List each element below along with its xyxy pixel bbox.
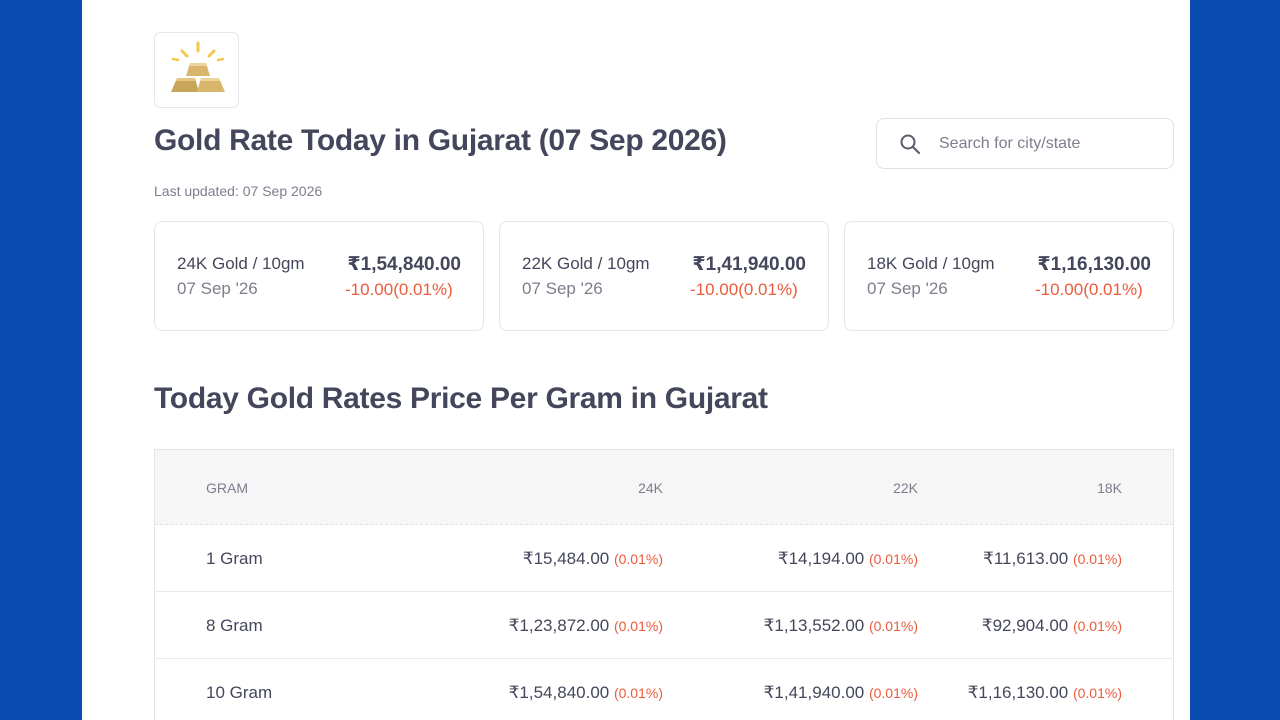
rate-22k-cell: ₹1,13,552.00 (0.01%) xyxy=(764,616,918,636)
rate-value: ₹1,13,552.00 xyxy=(763,616,865,635)
card-change: -10.00(0.01%) xyxy=(1035,280,1143,299)
search-icon xyxy=(900,134,921,154)
rate-value: ₹15,484.00 xyxy=(522,549,610,568)
table-row: 10 Gram ₹1,54,840.00 (0.01%) ₹1,41,940.0… xyxy=(155,659,1173,720)
rate-value: ₹14,194.00 xyxy=(777,549,865,568)
rate-card-22k[interactable]: 22K Gold / 10gm 07 Sep '26 ₹1,41,940.00 … xyxy=(499,221,829,331)
table-row: 8 Gram ₹1,23,872.00 (0.01%) ₹1,13,552.00… xyxy=(155,592,1173,659)
rate-value: ₹1,41,940.00 xyxy=(763,683,865,702)
table-header: GRAM 24K 22K 18K xyxy=(155,450,1173,525)
rate-card-18k[interactable]: 18K Gold / 10gm 07 Sep '26 ₹1,16,130.00 … xyxy=(844,221,1174,331)
rate-24k-cell: ₹1,54,840.00 (0.01%) xyxy=(509,683,663,703)
search-input[interactable] xyxy=(939,134,1159,153)
rate-change: (0.01%) xyxy=(1072,618,1122,634)
card-change: -10.00(0.01%) xyxy=(690,280,798,299)
rate-card-24k[interactable]: 24K Gold / 10gm 07 Sep '26 ₹1,54,840.00 … xyxy=(154,221,484,331)
rate-change: (0.01%) xyxy=(1072,685,1122,701)
card-name: 24K Gold / 10gm xyxy=(177,254,305,273)
header-18k: 18K xyxy=(1097,480,1122,496)
rate-22k-cell: ₹14,194.00 (0.01%) xyxy=(778,549,918,569)
rate-change: (0.01%) xyxy=(613,618,663,634)
card-date: 07 Sep '26 xyxy=(177,279,258,298)
rate-18k-cell: ₹1,16,130.00 (0.01%) xyxy=(968,683,1122,703)
rate-value: ₹1,54,840.00 xyxy=(508,683,610,702)
rate-18k-cell: ₹92,904.00 (0.01%) xyxy=(982,616,1122,636)
card-date: 07 Sep '26 xyxy=(522,279,603,298)
rate-value: ₹1,23,872.00 xyxy=(508,616,610,635)
rate-change: (0.01%) xyxy=(613,551,663,567)
gold-rate-table: GRAM 24K 22K 18K 1 Gram ₹15,484.00 (0.01… xyxy=(154,449,1174,720)
card-price: ₹1,41,940.00 xyxy=(692,254,806,275)
rate-24k-cell: ₹1,23,872.00 (0.01%) xyxy=(509,616,663,636)
gram-cell: 8 Gram xyxy=(206,616,263,635)
header-gram: GRAM xyxy=(206,480,248,496)
gram-cell: 10 Gram xyxy=(206,683,273,702)
rate-change: (0.01%) xyxy=(868,551,918,567)
table-row: 1 Gram ₹15,484.00 (0.01%) ₹14,194.00 (0.… xyxy=(155,525,1173,592)
header-22k: 22K xyxy=(893,480,918,496)
rate-value: ₹1,16,130.00 xyxy=(967,683,1069,702)
gram-cell: 1 Gram xyxy=(206,549,263,568)
card-name: 18K Gold / 10gm xyxy=(867,254,995,273)
rate-value: ₹11,613.00 xyxy=(983,549,1069,568)
page-container: Gold Rate Today in Gujarat (07 Sep 2026)… xyxy=(82,0,1190,720)
last-updated-text: Last updated: 07 Sep 2026 xyxy=(154,183,323,199)
rate-18k-cell: ₹11,613.00 (0.01%) xyxy=(983,549,1122,569)
city-search-box[interactable] xyxy=(876,118,1174,169)
rate-change: (0.01%) xyxy=(868,685,918,701)
section-title: Today Gold Rates Price Per Gram in Gujar… xyxy=(154,382,768,415)
card-name: 22K Gold / 10gm xyxy=(522,254,650,273)
gold-bars-icon xyxy=(171,41,225,92)
gold-logo xyxy=(154,32,239,108)
rate-change: (0.01%) xyxy=(613,685,663,701)
rate-cards: 24K Gold / 10gm 07 Sep '26 ₹1,54,840.00 … xyxy=(154,221,1174,331)
header-24k: 24K xyxy=(638,480,663,496)
rate-value: ₹92,904.00 xyxy=(981,616,1069,635)
card-price: ₹1,54,840.00 xyxy=(347,254,461,275)
rate-change: (0.01%) xyxy=(1072,551,1122,567)
card-price: ₹1,16,130.00 xyxy=(1037,254,1151,275)
rate-22k-cell: ₹1,41,940.00 (0.01%) xyxy=(764,683,918,703)
card-date: 07 Sep '26 xyxy=(867,279,948,298)
page-title: Gold Rate Today in Gujarat (07 Sep 2026) xyxy=(154,124,727,157)
card-change: -10.00(0.01%) xyxy=(345,280,453,299)
rate-change: (0.01%) xyxy=(868,618,918,634)
rate-24k-cell: ₹15,484.00 (0.01%) xyxy=(523,549,663,569)
